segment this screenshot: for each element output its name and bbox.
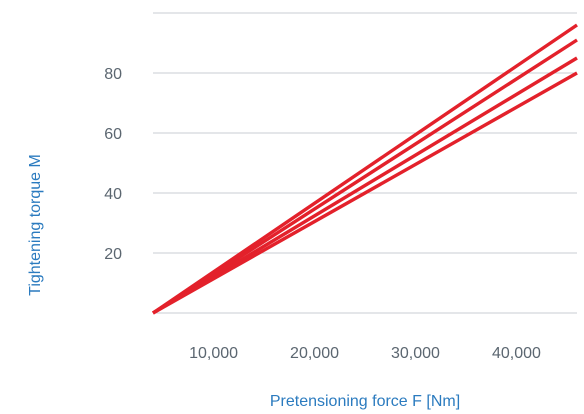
series-lines [152, 23, 578, 315]
series-line [152, 56, 578, 315]
series-line [152, 23, 578, 315]
series-line [152, 38, 578, 315]
y-tick-label: 20 [104, 246, 122, 263]
tick-labels: 20 40 60 80 10,000 20,000 30,000 40,000 [104, 66, 541, 362]
x-tick-label: 30,000 [391, 345, 440, 362]
y-tick-label: 80 [104, 66, 122, 83]
x-axis-title: Pretensioning force F [Nm] [270, 393, 460, 410]
y-tick-label: 40 [104, 186, 122, 203]
y-axis-title: Tightening torque M [27, 154, 44, 296]
series-line [152, 71, 578, 315]
y-tick-label: 60 [104, 126, 122, 143]
x-tick-label: 20,000 [290, 345, 339, 362]
x-tick-label: 10,000 [189, 345, 238, 362]
x-tick-label: 40,000 [492, 345, 541, 362]
